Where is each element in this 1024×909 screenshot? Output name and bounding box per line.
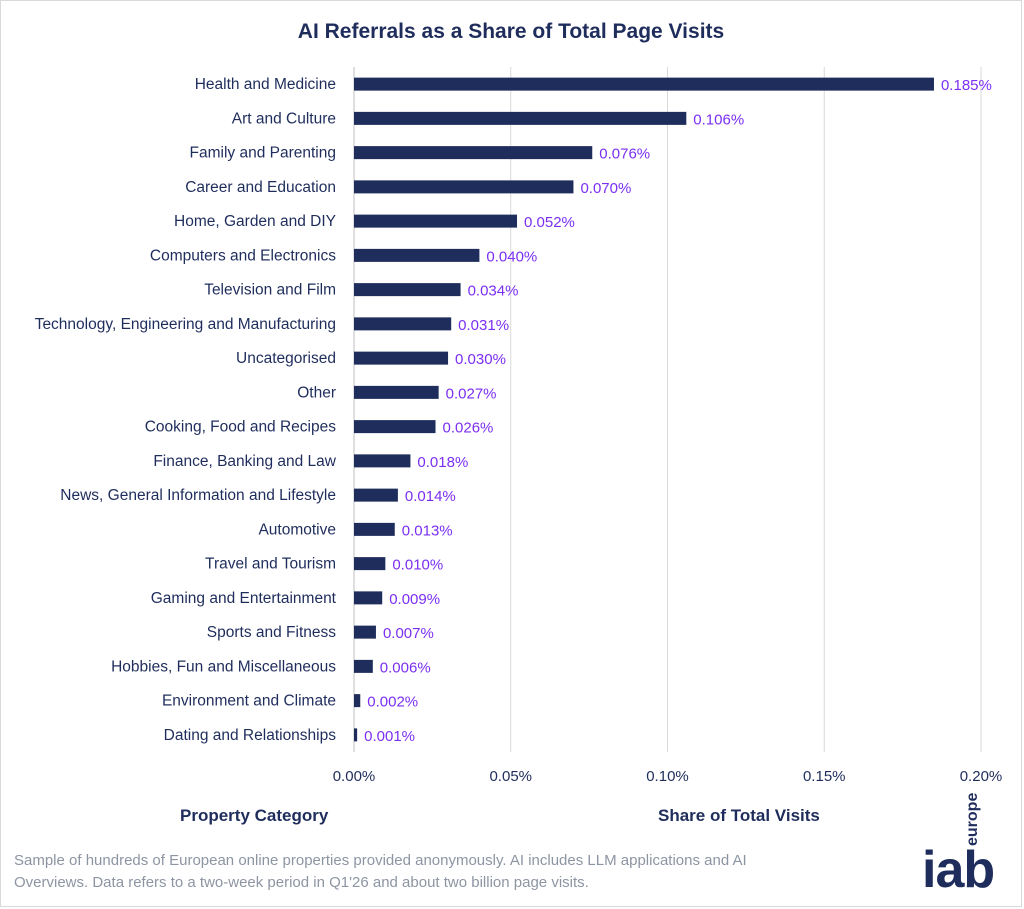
footnote: Sample of hundreds of European online pr… [14,852,747,891]
bar [354,625,376,639]
category-label: News, General Information and Lifestyle [60,487,336,504]
bar [354,77,934,91]
category-label: Environment and Climate [162,693,336,710]
y-axis-label: Property Category [180,806,329,825]
data-label: 0.007% [383,625,434,642]
category-label: Family and Parenting [190,145,336,162]
bar [354,111,687,125]
logo-main-text: iab [922,841,995,899]
category-label: Technology, Engineering and Manufacturin… [35,316,336,333]
x-tick-label: 0.05% [489,768,532,785]
data-label: 0.030% [455,351,506,368]
x-axis-label: Share of Total Visits [658,806,820,825]
data-label: 0.009% [389,591,440,608]
bar [354,454,411,468]
bar-chart: 0.00% 0.05% 0.10% 0.15% 0.20% Health and Medi… [35,67,1003,785]
bar [354,351,449,365]
bar [354,385,439,399]
x-tick-label: 0.20% [960,768,1003,785]
category-label: Automotive [258,521,336,538]
category-label: Uncategorised [236,350,336,367]
data-label: 0.185% [941,77,992,94]
category-label: Hobbies, Fun and Miscellaneous [111,658,336,675]
data-label: 0.006% [380,659,431,676]
category-label: Health and Medicine [195,76,336,93]
bar [354,420,436,434]
bar [354,591,383,605]
logo-sub-text: europe [964,792,981,846]
bar [354,283,461,297]
bar [354,214,518,228]
data-label: 0.010% [392,557,443,574]
category-label: Other [297,384,336,401]
category-label: Gaming and Entertainment [151,590,337,607]
data-label: 0.076% [599,146,650,163]
bar [354,522,395,536]
chart-title: AI Referrals as a Share of Total Page Vi… [297,20,725,43]
iab-europe-logo: iab europe [922,793,1002,899]
bar [354,248,480,262]
data-label: 0.106% [693,111,744,128]
data-label: 0.018% [417,454,468,471]
bar [354,694,361,708]
data-label: 0.070% [580,180,631,197]
bar [354,557,386,571]
bar [354,659,373,673]
category-label: Home, Garden and DIY [174,213,336,230]
category-label: Television and Film [204,282,336,299]
x-tick-label: 0.15% [803,768,846,785]
category-label: Art and Culture [232,110,336,127]
category-label: Cooking, Food and Recipes [145,419,337,436]
x-tick-label: 0.10% [646,768,689,785]
x-tick-label: 0.00% [333,768,376,785]
data-label: 0.013% [402,522,453,539]
bar [354,317,452,331]
category-label: Computers and Electronics [150,247,336,264]
data-label: 0.027% [446,385,497,402]
data-label: 0.031% [458,317,509,334]
category-label: Travel and Tourism [205,556,336,573]
bar [354,488,398,502]
data-label: 0.014% [405,488,456,505]
bar [354,146,593,160]
category-label: Sports and Fitness [207,624,336,641]
bar [354,728,358,742]
category-label: Dating and Relationships [164,727,337,744]
data-label: 0.002% [367,694,418,711]
data-label: 0.026% [443,420,494,437]
category-label: Career and Education [185,179,336,196]
data-label: 0.052% [524,214,575,231]
data-label: 0.034% [468,283,519,300]
data-label: 0.001% [364,728,415,745]
data-label: 0.040% [486,248,537,265]
bar [354,180,574,194]
category-label: Finance, Banking and Law [153,453,336,470]
